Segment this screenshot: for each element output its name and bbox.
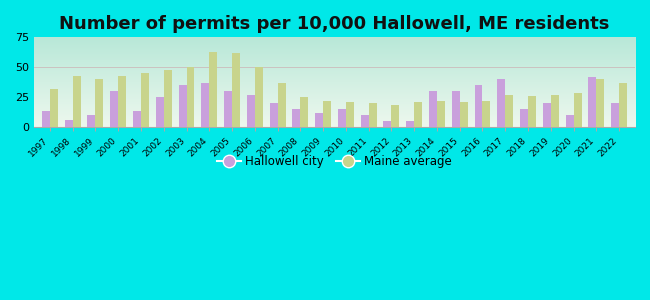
Bar bbox=[338, 109, 346, 127]
Bar bbox=[156, 97, 164, 127]
Bar bbox=[596, 79, 605, 127]
Bar bbox=[278, 83, 285, 127]
Bar bbox=[50, 89, 58, 127]
Bar bbox=[232, 53, 240, 127]
Bar bbox=[619, 83, 627, 127]
Bar bbox=[573, 94, 582, 127]
Bar bbox=[111, 91, 118, 127]
Legend: Hallowell city, Maine average: Hallowell city, Maine average bbox=[213, 151, 457, 173]
Bar bbox=[255, 67, 263, 127]
Bar bbox=[202, 83, 209, 127]
Bar bbox=[247, 95, 255, 127]
Bar bbox=[270, 103, 278, 127]
Bar bbox=[164, 70, 172, 127]
Bar bbox=[452, 91, 460, 127]
Bar bbox=[406, 121, 414, 127]
Bar bbox=[187, 67, 194, 127]
Bar bbox=[551, 95, 559, 127]
Bar bbox=[520, 109, 528, 127]
Bar bbox=[528, 96, 536, 127]
Bar bbox=[474, 85, 482, 127]
Bar bbox=[88, 115, 96, 127]
Bar bbox=[141, 73, 149, 127]
Bar bbox=[42, 111, 50, 127]
Bar bbox=[224, 91, 232, 127]
Bar bbox=[369, 103, 376, 127]
Bar bbox=[384, 121, 391, 127]
Bar bbox=[566, 115, 573, 127]
Bar bbox=[179, 85, 187, 127]
Bar bbox=[429, 91, 437, 127]
Bar bbox=[437, 100, 445, 127]
Bar bbox=[346, 102, 354, 127]
Title: Number of permits per 10,000 Hallowell, ME residents: Number of permits per 10,000 Hallowell, … bbox=[59, 15, 610, 33]
Bar bbox=[323, 100, 331, 127]
Bar bbox=[133, 111, 141, 127]
Bar bbox=[361, 115, 369, 127]
Bar bbox=[315, 112, 323, 127]
Bar bbox=[209, 52, 217, 127]
Bar bbox=[414, 102, 422, 127]
Bar bbox=[482, 100, 491, 127]
Bar bbox=[611, 103, 619, 127]
Bar bbox=[543, 103, 551, 127]
Bar bbox=[391, 105, 399, 127]
Bar bbox=[505, 95, 514, 127]
Bar bbox=[460, 102, 467, 127]
Bar bbox=[300, 97, 308, 127]
Bar bbox=[292, 109, 300, 127]
Bar bbox=[118, 76, 126, 127]
Bar bbox=[588, 77, 596, 127]
Bar bbox=[65, 120, 73, 127]
Bar bbox=[73, 76, 81, 127]
Bar bbox=[497, 79, 505, 127]
Bar bbox=[96, 79, 103, 127]
